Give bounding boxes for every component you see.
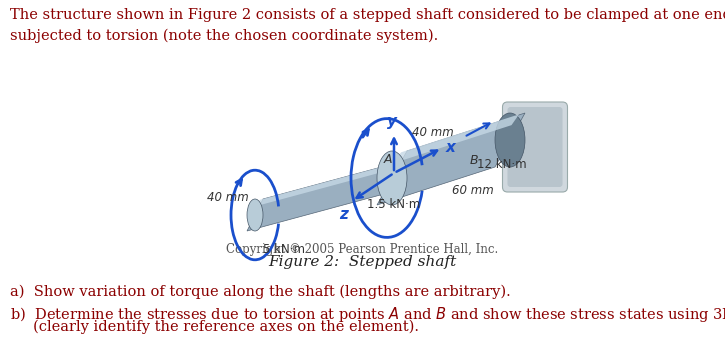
Polygon shape [247,162,400,231]
Text: Copyright © 2005 Pearson Prentice Hall, Inc.: Copyright © 2005 Pearson Prentice Hall, … [226,243,498,256]
Text: (clearly identify the reference axes on the element).: (clearly identify the reference axes on … [10,320,419,334]
Text: 40 mm: 40 mm [207,191,249,204]
Ellipse shape [384,162,400,194]
Text: A: A [384,153,392,166]
Ellipse shape [247,199,263,231]
Text: z: z [339,207,349,222]
Text: The structure shown in Figure 2 consists of a stepped shaft considered to be cla: The structure shown in Figure 2 consists… [10,8,725,43]
Text: a)  Show variation of torque along the shaft (lengths are arbitrary).: a) Show variation of torque along the sh… [10,285,510,299]
Text: $B$: $B$ [469,154,478,167]
Text: 60 mm: 60 mm [452,184,494,197]
Polygon shape [256,163,397,206]
Text: x: x [446,140,456,156]
Text: 1.5 kN·m: 1.5 kN·m [367,198,420,211]
Text: Figure 2:  Stepped shaft: Figure 2: Stepped shaft [268,255,456,269]
Polygon shape [394,114,519,163]
Text: 5 kN·m: 5 kN·m [263,243,305,256]
Ellipse shape [495,113,525,167]
Text: y: y [387,114,397,129]
FancyBboxPatch shape [502,102,568,192]
Text: 40 mm: 40 mm [412,126,454,139]
FancyBboxPatch shape [507,107,563,187]
Ellipse shape [377,151,407,205]
Text: b)  Determine the stresses due to torsion at points $A$ and $B$ and show these s: b) Determine the stresses due to torsion… [10,305,725,324]
Polygon shape [377,113,525,205]
Text: 12 kN·m: 12 kN·m [477,158,526,171]
